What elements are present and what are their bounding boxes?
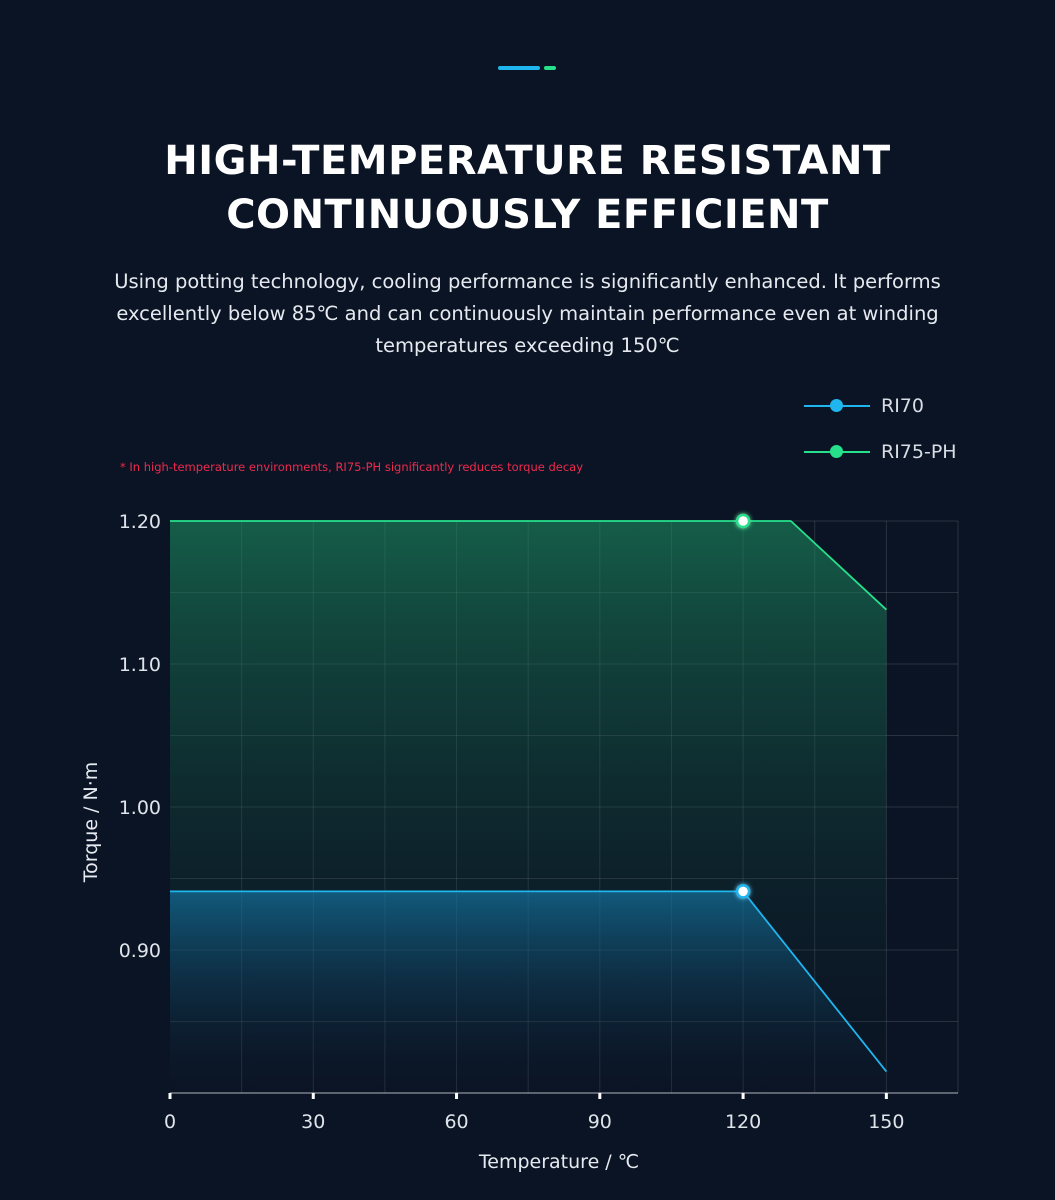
marker-ri70 [735,884,751,899]
title-line-2: CONTINUOUSLY EFFICIENT [226,192,829,238]
title-line-1: HIGH-TEMPERATURE RESISTANT [164,138,891,184]
chart-footnote: * In high-temperature environments, RI75… [120,460,584,474]
legend-item-ri75-ph: RI75-PH [804,440,1004,464]
x-tick-label: 30 [301,1111,325,1133]
marker-ri75-ph [735,513,751,529]
y-tick-label: 0.90 [119,940,161,962]
legend-dot-ri75-ph [830,445,843,458]
accent-bar-green [544,66,556,70]
legend-dot-ri70 [830,399,843,412]
y-tick-label: 1.10 [119,654,161,676]
y-axis-title: Torque / N·m [80,762,102,884]
page-title: HIGH-TEMPERATURE RESISTANT CONTINUOUSLY … [0,134,1055,242]
legend-label-ri70: RI70 [881,395,924,417]
accent-bar-blue [498,66,540,70]
y-tick-label: 1.20 [119,511,161,533]
x-axis-title: Temperature / ℃ [478,1151,639,1173]
legend-item-ri70: RI70 [804,394,1004,418]
x-tick-label: 0 [164,1111,176,1133]
page-subtitle: Using potting technology, cooling perfor… [114,270,941,357]
area-fill-ri70 [170,891,887,1093]
x-tick-label: 90 [588,1111,612,1133]
series-line-ri75-ph [170,520,887,611]
x-tick-label: 60 [444,1111,468,1133]
x-tick-label: 120 [725,1111,761,1133]
y-tick-label: 1.00 [119,797,161,819]
x-tick-label: 150 [868,1111,904,1133]
legend-label-ri75-ph: RI75-PH [881,441,957,463]
